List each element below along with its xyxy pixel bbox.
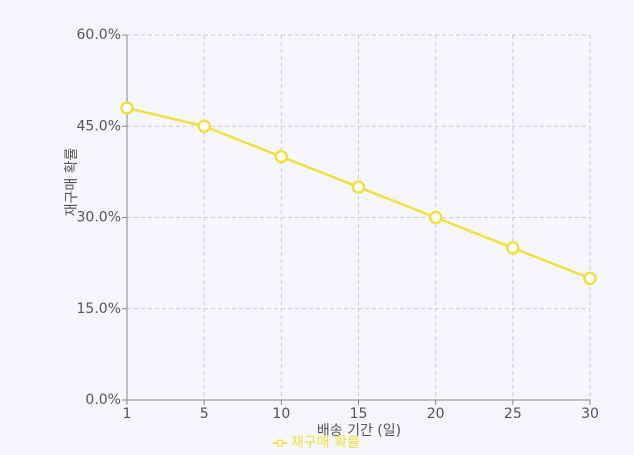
legend-label: 재구매 확률 <box>291 435 360 451</box>
point <box>428 210 443 225</box>
x-tick-label: 30 <box>581 406 599 422</box>
point <box>274 149 289 164</box>
y-tick-label: 60.0% <box>77 27 121 43</box>
point <box>506 241 520 255</box>
x-tick-label: 20 <box>427 406 445 422</box>
point <box>351 180 366 194</box>
x-tick-label: 5 <box>200 406 209 422</box>
y-tick-label: 30.0% <box>77 210 121 226</box>
y-axis-label: 재구매 확률 <box>64 147 80 216</box>
x-tick-label: 25 <box>504 406 522 422</box>
y-tick-label: 15.0% <box>77 301 121 317</box>
x-axis-label: 배송 기간 (일) <box>317 423 401 439</box>
y-tick-label: 45.0% <box>77 118 121 134</box>
y-tick-label: 0.0% <box>85 392 121 408</box>
x-tick-label: 10 <box>272 406 290 422</box>
point <box>583 271 597 286</box>
legend-icon-point <box>276 439 284 447</box>
point <box>120 101 134 115</box>
x-tick-label: 15 <box>350 406 368 422</box>
point <box>197 119 211 133</box>
x-tick-label: 1 <box>123 406 132 422</box>
